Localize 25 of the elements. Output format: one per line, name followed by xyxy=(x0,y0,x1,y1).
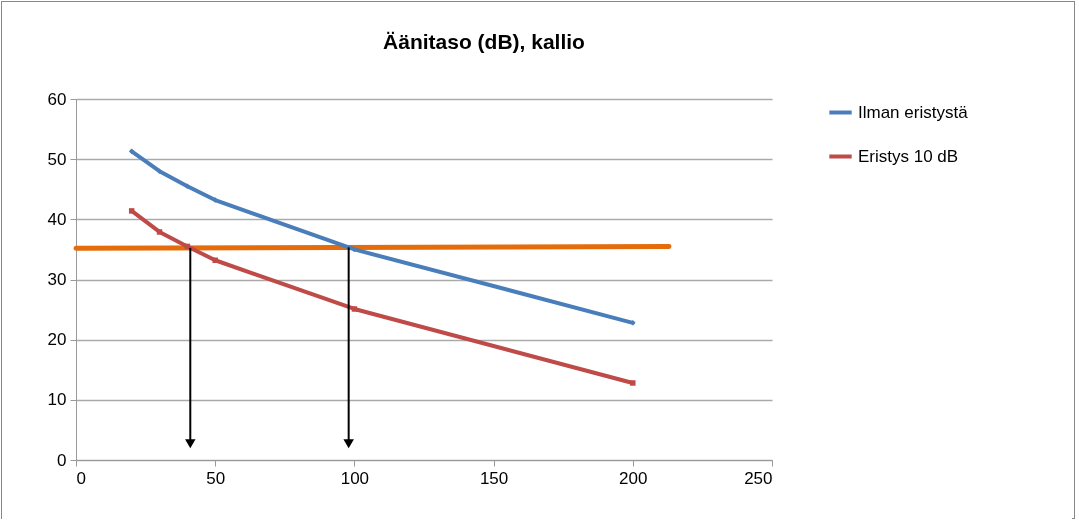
chart-title: Äänitaso (dB), kallio xyxy=(383,30,585,53)
x-tick-label: 0 xyxy=(76,468,86,488)
point xyxy=(630,380,636,386)
y-tick-label: 60 xyxy=(47,89,67,109)
y-tick-label: 30 xyxy=(47,270,67,289)
y-tick-label: 20 xyxy=(47,330,67,350)
x-tick-label: 250 xyxy=(744,468,773,488)
point xyxy=(630,320,636,326)
y-tick-label: 10 xyxy=(47,390,67,410)
point xyxy=(212,257,218,263)
point xyxy=(156,229,163,235)
point xyxy=(128,148,135,155)
point xyxy=(156,168,163,174)
legend-label: Eristys 10 dB xyxy=(858,146,959,166)
x-tick-label: 150 xyxy=(479,468,509,488)
point xyxy=(128,208,135,214)
x-tick-label: 200 xyxy=(619,468,648,488)
x-tick-label: 50 xyxy=(206,468,226,488)
x-tick-label: 100 xyxy=(340,468,370,488)
y-tick-label: 0 xyxy=(57,450,67,470)
point xyxy=(184,183,191,189)
legend-label: Ilman eristystä xyxy=(858,102,969,122)
point xyxy=(351,306,358,312)
y-tick-label: 50 xyxy=(47,149,67,169)
y-tick-label: 40 xyxy=(47,209,67,229)
